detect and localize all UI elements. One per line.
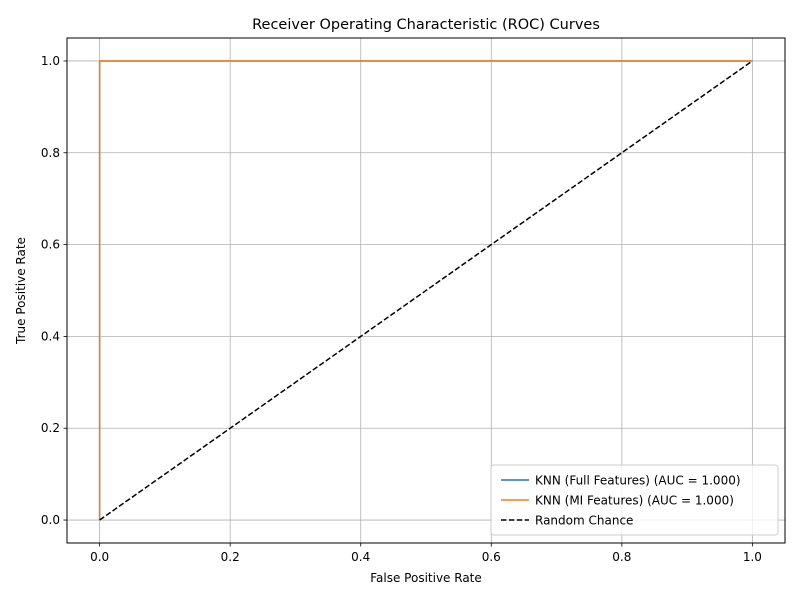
y-tick-label: 0.8	[41, 146, 60, 160]
series-layer	[98, 60, 753, 521]
legend-frame	[490, 464, 779, 536]
x-tick-label: 0.2	[221, 550, 240, 564]
y-tick-label: 0.0	[41, 513, 60, 527]
y-axis: 0.0 0.2 0.4 0.6 0.8 1.0	[41, 54, 67, 527]
grid	[67, 38, 785, 543]
y-tick-label: 0.4	[41, 329, 60, 343]
x-tick-label: 0.4	[351, 550, 370, 564]
x-axis-title: False Positive Rate	[370, 571, 482, 585]
legend: KNN (Full Features) (AUC = 1.000) KNN (MI…	[490, 464, 779, 536]
legend-label: KNN (Full Features) (AUC = 1.000)	[535, 474, 741, 488]
x-tick-label: 1.0	[743, 550, 762, 564]
x-axis: 0.0 0.2 0.4 0.6 0.8 1.0	[90, 543, 762, 564]
series-line-2	[98, 60, 753, 521]
y-tick-label: 0.2	[41, 421, 60, 435]
y-tick-label: 0.6	[41, 238, 60, 252]
y-tick-label: 1.0	[41, 54, 60, 68]
chart-title: Receiver Operating Characteristic (ROC) …	[252, 17, 600, 33]
plot-frame	[66, 37, 786, 544]
legend-label: KNN (MI Features) (AUC = 1.000)	[535, 494, 734, 508]
series-line-3	[99, 60, 753, 521]
legend-label: Random Chance	[535, 514, 633, 528]
y-axis-title: True Positive Rate	[14, 237, 28, 345]
x-tick-label: 0.6	[482, 550, 501, 564]
x-tick-label: 0.8	[612, 550, 631, 564]
x-tick-label: 0.0	[90, 550, 109, 564]
